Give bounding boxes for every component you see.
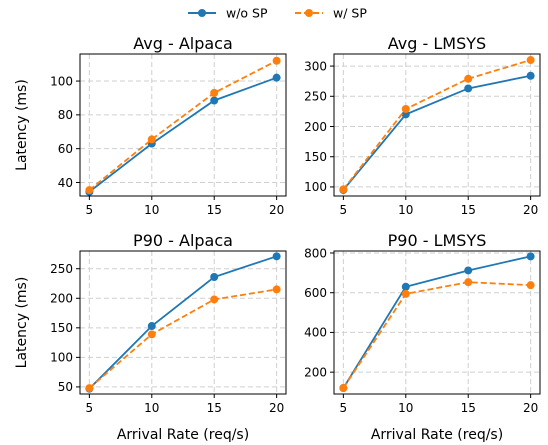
data-point: [85, 384, 94, 393]
data-point: [464, 74, 473, 83]
x-tick-label: 10: [398, 203, 413, 217]
subplot-title: P90 - LMSYS: [388, 231, 487, 250]
subplot-2: 5 10 15 20 50 100 150 200 250 P90 - Alpaca Arrival…: [14, 231, 287, 443]
legend-marker-1: [305, 9, 313, 17]
x-tick-label: 15: [207, 401, 222, 415]
data-point: [526, 281, 535, 290]
subplot-title: P90 - Alpaca: [133, 231, 233, 250]
y-tick-label: 800: [304, 246, 327, 260]
legend-label-1: w/ SP: [333, 6, 367, 21]
data-point: [210, 273, 219, 281]
subplot-3: 5 10 15 20 200 400 600 800 P90 - LMSYS Arrival Ra…: [304, 231, 541, 443]
y-tick-label: 400: [304, 326, 327, 340]
axes-frame: [333, 53, 541, 197]
data-point: [464, 278, 473, 287]
y-tick-label: 250: [304, 90, 327, 104]
data-point: [210, 96, 219, 105]
series-line-1: [342, 59, 531, 190]
y-tick-label: 150: [50, 321, 73, 335]
series-line-1: [88, 288, 277, 389]
data-point: [210, 88, 219, 97]
x-axis-label: Arrival Rate (req/s): [371, 427, 503, 443]
legend-entry-1: w/ SP: [295, 6, 367, 21]
subplot-title: Avg - LMSYS: [388, 34, 486, 53]
axes-frame: [333, 250, 541, 395]
data-point: [85, 186, 94, 195]
plot-area: [334, 251, 540, 394]
axes-frame: [79, 53, 287, 197]
y-tick-label: 300: [304, 59, 327, 73]
y-tick-label: 100: [50, 74, 73, 88]
data-point: [401, 104, 410, 113]
data-point: [147, 322, 156, 331]
y-tick-label: 50: [58, 380, 73, 394]
y-tick-label: 40: [58, 176, 73, 190]
x-tick-label: 5: [340, 203, 348, 217]
series-line-1: [88, 59, 278, 191]
series-line-0: [88, 255, 277, 390]
data-point: [339, 185, 348, 194]
axes-frame: [79, 250, 287, 395]
x-tick-label: 15: [461, 401, 476, 415]
x-tick-label: 15: [207, 203, 222, 217]
subplot-title: Avg - Alpaca: [133, 34, 233, 53]
x-tick-label: 20: [269, 401, 284, 415]
legend-label-0: w/o SP: [226, 6, 268, 21]
x-tick-label: 10: [398, 401, 413, 415]
legend: w/o SP w/ SP: [188, 6, 367, 21]
x-axis-label: Arrival Rate (req/s): [117, 427, 249, 443]
y-axis-label: Latency (ms): [14, 79, 30, 171]
data-point: [464, 266, 473, 275]
data-point: [526, 56, 535, 65]
x-tick-label: 5: [86, 203, 94, 217]
x-tick-label: 20: [523, 203, 538, 217]
data-point: [210, 295, 219, 304]
y-tick-label: 200: [50, 292, 73, 306]
y-tick-label: 100: [50, 351, 73, 365]
y-tick-label: 200: [304, 365, 327, 379]
data-point: [272, 285, 281, 294]
x-tick-label: 5: [86, 401, 94, 415]
y-axis-label: Latency (ms): [14, 277, 30, 369]
plot-area: [334, 54, 540, 196]
legend-entry-0: w/o SP: [188, 6, 268, 21]
data-point: [147, 135, 156, 144]
plot-area: [80, 251, 286, 394]
y-tick-label: 100: [304, 180, 327, 194]
subplot-1: 5 10 15 20 100 150 200 250 300 Avg - LMSYS: [304, 34, 541, 217]
series-line-0: [88, 76, 277, 193]
x-tick-label: 20: [523, 401, 538, 415]
x-tick-label: 10: [144, 401, 159, 415]
y-tick-label: 600: [304, 286, 327, 300]
legend-marker-0: [198, 9, 206, 17]
series-line-0: [342, 255, 531, 389]
data-point: [464, 84, 473, 93]
subplot-0: 5 10 15 20 40 60 80 100 Avg - Alpaca Latency (ms): [14, 34, 287, 217]
y-tick-label: 250: [50, 262, 73, 276]
series-line-0: [342, 74, 531, 191]
y-tick-label: 200: [304, 120, 327, 134]
subplots: 5 10 15 20 40 60 80 100 Avg - Alpaca Latency (ms)…: [14, 34, 541, 443]
series-line-1: [342, 281, 531, 389]
x-tick-label: 5: [340, 401, 348, 415]
data-point: [147, 330, 156, 339]
data-point: [339, 384, 348, 393]
x-tick-label: 10: [144, 203, 159, 217]
data-point: [272, 252, 281, 261]
y-tick-label: 150: [304, 150, 327, 164]
data-point: [526, 71, 535, 80]
x-tick-label: 15: [461, 203, 476, 217]
data-point: [401, 282, 410, 291]
y-tick-label: 60: [58, 142, 73, 156]
x-tick-label: 20: [269, 203, 284, 217]
data-point: [526, 252, 535, 261]
data-point: [272, 73, 281, 82]
data-point: [401, 289, 410, 298]
y-tick-label: 80: [58, 108, 73, 122]
data-point: [272, 56, 281, 65]
